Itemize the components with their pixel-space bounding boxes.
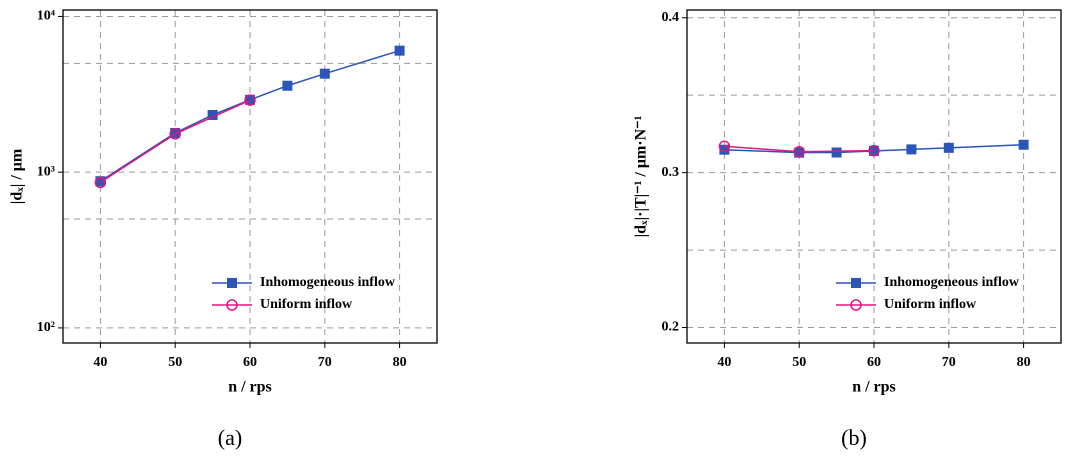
data-point — [394, 45, 405, 56]
y-tick-label: 10⁴ — [37, 9, 56, 24]
data-point — [244, 94, 256, 106]
data-point — [1018, 139, 1029, 150]
data-point — [906, 144, 917, 155]
data-point — [831, 147, 842, 158]
x-axis-label: n / rps — [852, 379, 896, 396]
x-tick-label: 80 — [393, 355, 407, 370]
legend-label: Inhomogeneous inflow — [884, 275, 1020, 290]
legend-label: Uniform inflow — [884, 297, 977, 312]
legend-label: Inhomogeneous inflow — [260, 275, 396, 290]
chart: 40 50 60 70 80 10² 10³ 10⁴ n / rps |dₓ| / μm (a) In… — [9, 9, 438, 450]
y-tick-label: 10² — [37, 320, 55, 335]
series-line — [99, 99, 251, 184]
y-tick-label: 0.4 — [662, 10, 680, 25]
data-point — [718, 140, 731, 153]
y-axis-label: |dₓ|·|T|⁻¹ / μm·N⁻¹ — [633, 115, 650, 237]
data-point — [793, 145, 805, 158]
x-tick-label: 40 — [717, 355, 731, 370]
plot-frame — [62, 9, 438, 344]
data-point — [94, 176, 107, 189]
x-tick-label: 60 — [243, 355, 257, 370]
plot-frame — [686, 9, 1062, 344]
data-point — [868, 144, 880, 157]
legend-marker — [226, 299, 238, 311]
data-point — [207, 109, 218, 120]
data-point — [245, 94, 255, 105]
y-tick-label: 10³ — [37, 164, 55, 179]
data-point — [719, 144, 730, 155]
data-point — [943, 142, 954, 153]
legend-marker — [850, 299, 862, 311]
data-point — [794, 147, 805, 158]
caption: (a) — [218, 425, 242, 450]
chart: 40 50 60 70 80 0.2 0.3 0.4 n / rps |dₓ|·|T|⁻¹ / μ… — [633, 9, 1062, 450]
legend-marker — [851, 278, 861, 288]
data-point — [319, 68, 330, 79]
x-axis-label: n / rps — [228, 379, 272, 396]
data-point — [169, 128, 181, 140]
caption: (b) — [841, 425, 867, 450]
legend-marker — [227, 278, 237, 288]
data-point — [170, 127, 181, 138]
y-tick-label: 0.3 — [662, 165, 680, 180]
x-tick-label: 50 — [792, 355, 806, 370]
y-tick-label: 0.2 — [662, 320, 680, 335]
y-axis-label: |dₓ| / μm — [9, 148, 26, 204]
x-tick-label: 80 — [1017, 355, 1031, 370]
data-point — [282, 80, 293, 91]
series-line — [724, 145, 875, 153]
x-tick-label: 70 — [318, 355, 332, 370]
legend-label: Uniform inflow — [260, 297, 353, 312]
data-point — [95, 176, 106, 187]
x-tick-label: 50 — [168, 355, 182, 370]
x-tick-label: 70 — [942, 355, 956, 370]
x-tick-label: 60 — [867, 355, 881, 370]
x-tick-label: 40 — [93, 355, 107, 370]
